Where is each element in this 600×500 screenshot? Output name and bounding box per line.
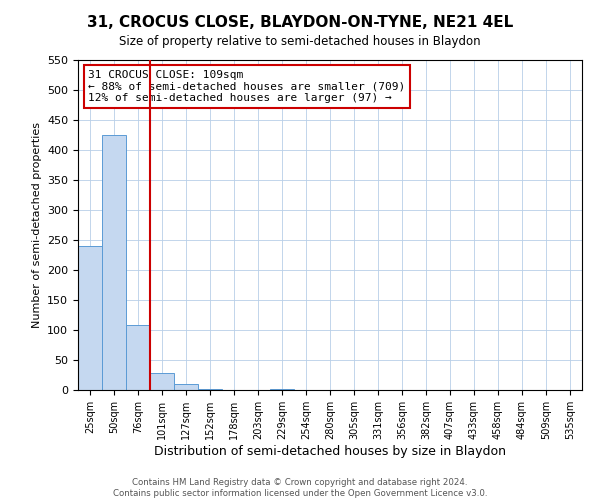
- Bar: [78, 246, 102, 390]
- Bar: [102, 135, 126, 390]
- Y-axis label: Number of semi-detached properties: Number of semi-detached properties: [32, 122, 41, 328]
- Bar: [126, 325, 150, 390]
- Bar: [198, 389, 222, 390]
- Text: Size of property relative to semi-detached houses in Blaydon: Size of property relative to semi-detach…: [119, 35, 481, 48]
- Bar: [150, 372, 174, 390]
- Bar: [270, 389, 294, 390]
- Text: 31, CROCUS CLOSE, BLAYDON-ON-TYNE, NE21 4EL: 31, CROCUS CLOSE, BLAYDON-ON-TYNE, NE21 …: [87, 15, 513, 30]
- Bar: [174, 384, 198, 390]
- Text: Contains HM Land Registry data © Crown copyright and database right 2024.
Contai: Contains HM Land Registry data © Crown c…: [113, 478, 487, 498]
- X-axis label: Distribution of semi-detached houses by size in Blaydon: Distribution of semi-detached houses by …: [154, 444, 506, 458]
- Text: 31 CROCUS CLOSE: 109sqm
← 88% of semi-detached houses are smaller (709)
12% of s: 31 CROCUS CLOSE: 109sqm ← 88% of semi-de…: [88, 70, 406, 103]
